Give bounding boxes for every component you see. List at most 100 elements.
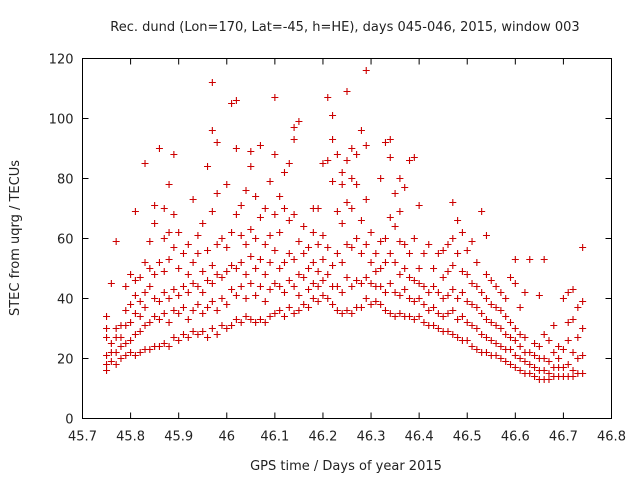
data-point (204, 304, 212, 311)
data-point (271, 151, 279, 158)
data-point (151, 295, 159, 302)
data-point (444, 268, 452, 275)
data-point (117, 355, 125, 362)
data-point (175, 265, 183, 272)
data-point (103, 313, 111, 320)
data-point (252, 235, 260, 242)
data-point (372, 268, 380, 275)
data-point (410, 277, 418, 284)
data-point (454, 250, 462, 257)
data-point (141, 322, 149, 329)
y-axis: 0 20 40 60 80 100 120 (49, 53, 612, 428)
data-point (314, 241, 322, 248)
data-point (146, 319, 154, 326)
data-point (160, 235, 168, 242)
data-point (319, 232, 327, 239)
data-point (314, 205, 322, 212)
data-point (343, 307, 351, 314)
data-point (439, 247, 447, 254)
data-point (329, 262, 337, 269)
data-point (131, 310, 139, 317)
data-point (184, 316, 192, 323)
data-point (434, 250, 442, 257)
data-point (420, 301, 428, 308)
data-point (155, 145, 163, 152)
data-point (266, 286, 274, 293)
data-point (468, 238, 476, 245)
data-point (353, 277, 361, 284)
data-point (487, 319, 495, 326)
data-point (531, 340, 539, 347)
data-point (497, 289, 505, 296)
data-point (285, 160, 293, 167)
data-point (430, 265, 438, 272)
data-point (208, 325, 216, 332)
data-point (208, 262, 216, 269)
data-point (550, 349, 558, 356)
data-point (189, 307, 197, 314)
data-point (131, 292, 139, 299)
data-point (434, 310, 442, 317)
y-tick-label: 40 (57, 293, 74, 308)
data-point (107, 358, 115, 365)
data-point (237, 232, 245, 239)
data-point (348, 283, 356, 290)
data-point (117, 343, 125, 350)
data-point (343, 274, 351, 281)
x-tick-label: 46.6 (501, 430, 530, 445)
data-point (545, 358, 553, 365)
data-point (463, 298, 471, 305)
data-point (516, 367, 524, 374)
data-point (232, 145, 240, 152)
data-point (107, 280, 115, 287)
data-point (406, 250, 414, 257)
data-point (199, 289, 207, 296)
data-point (170, 334, 178, 341)
data-point (131, 208, 139, 215)
data-point (406, 295, 414, 302)
data-point (478, 208, 486, 215)
data-point (353, 235, 361, 242)
data-point (247, 148, 255, 155)
data-point (410, 316, 418, 323)
data-point (300, 274, 308, 281)
data-point (516, 355, 524, 362)
data-point (314, 298, 322, 305)
data-point (444, 241, 452, 248)
data-point (377, 175, 385, 182)
data-point (280, 259, 288, 266)
data-point (127, 319, 135, 326)
data-point (242, 241, 250, 248)
x-tick-label: 45.7 (68, 430, 97, 445)
data-point (487, 337, 495, 344)
data-point (155, 316, 163, 323)
data-point (107, 340, 115, 347)
data-point (386, 154, 394, 161)
data-point (357, 127, 365, 134)
data-point (146, 346, 154, 353)
data-point (122, 322, 130, 329)
data-point (127, 337, 135, 344)
data-point (545, 337, 553, 344)
data-point (103, 334, 111, 341)
data-point (160, 310, 168, 317)
data-point (141, 289, 149, 296)
data-point (343, 199, 351, 206)
data-point (280, 313, 288, 320)
data-point (266, 259, 274, 266)
data-point (141, 259, 149, 266)
data-point (333, 283, 341, 290)
data-point (295, 118, 303, 125)
data-point (473, 346, 481, 353)
data-point (396, 292, 404, 299)
data-point (141, 160, 149, 167)
data-point (468, 280, 476, 287)
data-point (487, 277, 495, 284)
y-axis-label: STEC from uqrg / TECUs (8, 160, 23, 316)
data-point (175, 310, 183, 317)
data-point (507, 361, 515, 368)
data-point (540, 256, 548, 263)
data-point (165, 229, 173, 236)
data-point (256, 283, 264, 290)
data-point (151, 220, 159, 227)
